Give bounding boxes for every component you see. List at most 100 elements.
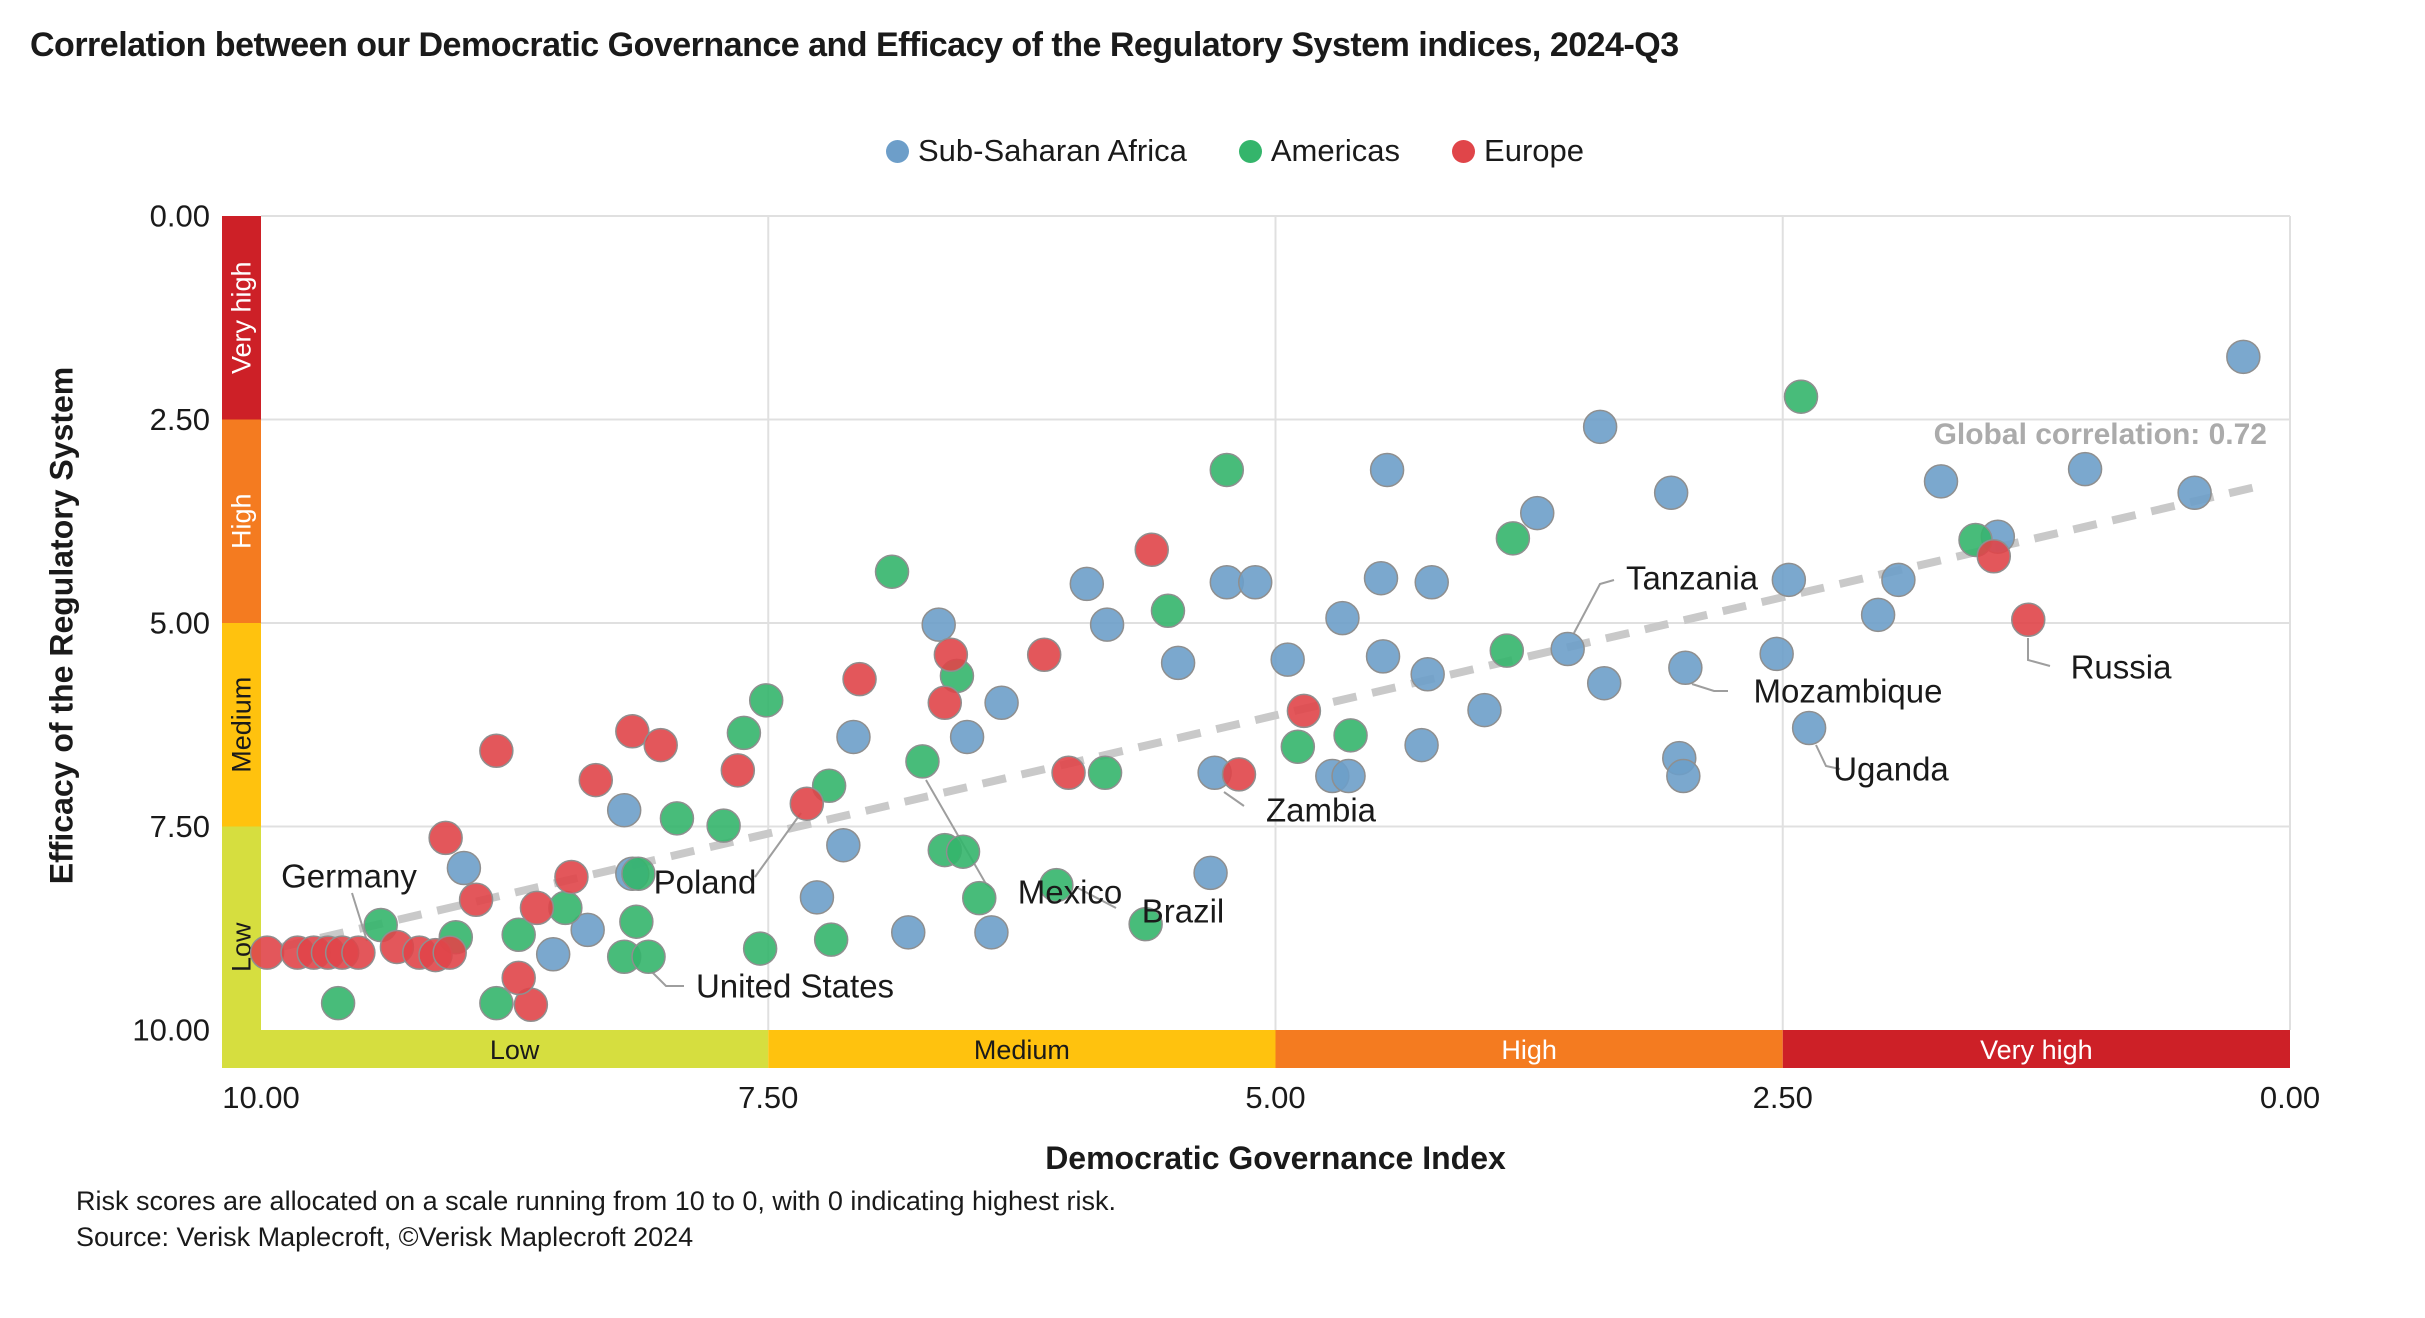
data-point-sub-saharan-africa[interactable] <box>1089 607 1125 642</box>
data-point-europe[interactable] <box>643 727 678 763</box>
data-point-sub-saharan-africa[interactable] <box>1193 855 1228 891</box>
page-title: Correlation between our Democratic Gover… <box>30 26 1679 64</box>
data-point-europe[interactable] <box>341 935 376 970</box>
data-point-europe[interactable] <box>615 714 650 749</box>
data-point-sub-saharan-africa[interactable] <box>1331 758 1366 794</box>
data-point-sub-saharan-africa[interactable] <box>984 685 1019 721</box>
data-point-sub-saharan-africa[interactable] <box>446 850 482 886</box>
data-point-europe[interactable] <box>578 762 614 798</box>
data-point-sub-saharan-africa[interactable] <box>1759 636 1794 672</box>
data-point-americas[interactable] <box>813 922 849 957</box>
data-point-americas[interactable] <box>962 880 997 916</box>
data-point-sub-saharan-africa[interactable] <box>1653 475 1689 511</box>
data-point-sub-saharan-africa[interactable] <box>1666 758 1701 794</box>
data-point-americas[interactable] <box>1280 729 1316 764</box>
x-tick-label: 0.00 <box>2260 1080 2320 1115</box>
data-point-americas[interactable] <box>1039 867 1074 903</box>
data-point-europe[interactable] <box>789 786 825 821</box>
data-point-europe[interactable] <box>458 882 494 918</box>
data-point-americas[interactable] <box>945 834 981 869</box>
data-point-sub-saharan-africa[interactable] <box>1519 495 1555 531</box>
data-point-sub-saharan-africa[interactable] <box>836 719 871 755</box>
data-point-europe[interactable] <box>428 820 463 856</box>
data-point-sub-saharan-africa[interactable] <box>1237 565 1273 600</box>
data-point-americas[interactable] <box>748 683 784 718</box>
data-point-europe[interactable] <box>249 935 285 970</box>
data-point-sub-saharan-africa[interactable] <box>949 719 985 755</box>
data-point-sub-saharan-africa[interactable] <box>570 912 605 948</box>
data-point-sub-saharan-africa[interactable] <box>535 937 571 972</box>
data-point-europe[interactable] <box>933 637 969 672</box>
data-point-europe[interactable] <box>720 753 756 788</box>
legend-item-americas[interactable]: Americas <box>1238 133 1400 169</box>
data-point-europe[interactable] <box>1134 532 1169 567</box>
data-point-europe[interactable] <box>2011 602 2046 637</box>
legend-item-europe[interactable]: Europe <box>1452 133 1584 169</box>
data-point-sub-saharan-africa[interactable] <box>1160 645 1196 681</box>
data-point-americas[interactable] <box>742 931 778 966</box>
data-point-europe[interactable] <box>1221 757 1257 792</box>
data-point-americas[interactable] <box>659 801 695 836</box>
data-point-europe[interactable] <box>554 859 589 895</box>
data-point-americas[interactable] <box>1209 452 1245 488</box>
data-point-sub-saharan-africa[interactable] <box>1363 560 1399 596</box>
data-point-sub-saharan-africa[interactable] <box>1881 562 1916 598</box>
data-point-sub-saharan-africa[interactable] <box>974 915 1009 950</box>
data-point-americas[interactable] <box>726 715 762 751</box>
data-point-americas[interactable] <box>1150 593 1186 629</box>
data-point-sub-saharan-africa[interactable] <box>2067 451 2103 487</box>
data-point-sub-saharan-africa[interactable] <box>1668 650 1703 686</box>
data-point-europe[interactable] <box>1976 539 2012 574</box>
data-point-europe[interactable] <box>501 960 536 996</box>
data-point-americas[interactable] <box>1783 379 1819 414</box>
legend-item-sub-saharan-africa[interactable]: Sub-Saharan Africa <box>886 133 1187 169</box>
data-point-europe[interactable] <box>927 685 963 721</box>
data-point-sub-saharan-africa[interactable] <box>1771 562 1807 598</box>
y-tick-label: 5.00 <box>150 606 210 641</box>
data-point-sub-saharan-africa[interactable] <box>1365 639 1401 674</box>
data-point-americas[interactable] <box>1087 755 1123 791</box>
data-point-americas[interactable] <box>706 808 741 843</box>
data-point-sub-saharan-africa[interactable] <box>606 792 642 828</box>
data-point-sub-saharan-africa[interactable] <box>826 827 861 863</box>
data-point-sub-saharan-africa[interactable] <box>1550 631 1585 667</box>
data-point-europe[interactable] <box>1051 755 1086 791</box>
data-point-sub-saharan-africa[interactable] <box>1414 565 1449 600</box>
data-point-sub-saharan-africa[interactable] <box>1923 464 1959 499</box>
data-point-sub-saharan-africa[interactable] <box>1582 409 1618 445</box>
data-point-americas[interactable] <box>621 856 656 891</box>
data-point-americas[interactable] <box>905 744 940 779</box>
data-point-sub-saharan-africa[interactable] <box>1404 727 1439 763</box>
data-point-americas[interactable] <box>1489 633 1525 668</box>
data-point-sub-saharan-africa[interactable] <box>891 915 926 950</box>
data-point-sub-saharan-africa[interactable] <box>1467 692 1502 728</box>
data-point-americas[interactable] <box>874 554 910 589</box>
data-point-sub-saharan-africa[interactable] <box>1586 665 1622 701</box>
data-point-europe[interactable] <box>479 733 514 769</box>
data-point-sub-saharan-africa[interactable] <box>1069 566 1105 602</box>
data-point-sub-saharan-africa[interactable] <box>2226 339 2261 375</box>
data-point-americas[interactable] <box>320 985 356 1021</box>
data-point-americas[interactable] <box>1128 906 1163 942</box>
data-point-sub-saharan-africa[interactable] <box>2177 475 2212 511</box>
data-point-sub-saharan-africa[interactable] <box>1369 452 1405 488</box>
data-point-europe[interactable] <box>842 661 877 697</box>
data-point-sub-saharan-africa[interactable] <box>921 607 956 642</box>
data-point-americas[interactable] <box>619 904 654 939</box>
data-point-sub-saharan-africa[interactable] <box>1410 657 1445 692</box>
data-point-americas[interactable] <box>479 985 514 1021</box>
data-point-europe[interactable] <box>1026 637 1062 672</box>
data-point-americas[interactable] <box>501 917 536 953</box>
data-point-americas[interactable] <box>631 939 666 974</box>
data-point-sub-saharan-africa[interactable] <box>799 880 835 915</box>
data-point-europe[interactable] <box>432 935 467 970</box>
data-point-sub-saharan-africa[interactable] <box>1791 710 1827 746</box>
data-point-americas[interactable] <box>1495 521 1531 556</box>
data-point-europe[interactable] <box>519 890 555 926</box>
data-point-sub-saharan-africa[interactable] <box>1860 597 1896 633</box>
data-point-sub-saharan-africa[interactable] <box>1325 600 1360 636</box>
data-point-sub-saharan-africa[interactable] <box>1270 642 1305 677</box>
data-point-europe[interactable] <box>1286 693 1322 729</box>
data-point-americas[interactable] <box>1333 718 1368 753</box>
x-risk-band-very-high <box>1782 1030 2290 1068</box>
